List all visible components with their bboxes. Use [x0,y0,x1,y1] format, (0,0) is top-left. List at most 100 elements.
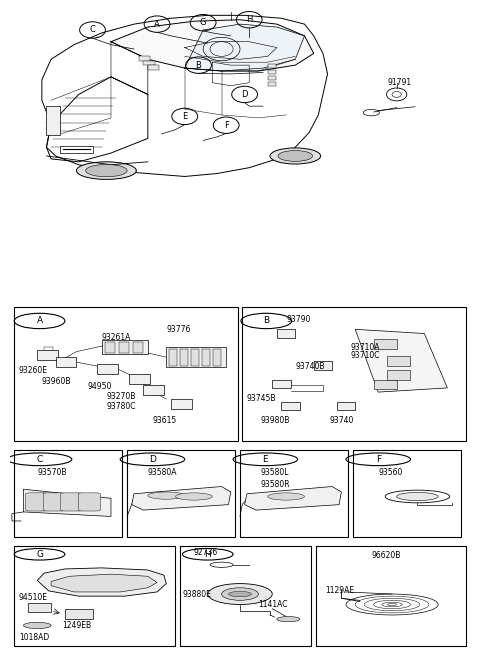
Text: D: D [241,90,248,99]
Text: 1129AE: 1129AE [325,586,354,595]
Text: 94950: 94950 [88,383,112,391]
Polygon shape [355,329,447,392]
Bar [171,399,192,409]
Polygon shape [185,24,304,71]
Circle shape [228,591,252,597]
Text: 93960B: 93960B [42,377,72,386]
Ellipse shape [208,584,272,605]
Bar [337,402,355,410]
Text: B: B [263,316,269,326]
Text: 93880E: 93880E [182,590,211,599]
Text: A: A [154,20,160,29]
Bar [28,603,51,612]
Text: 93580L: 93580L [261,468,289,477]
Ellipse shape [270,148,321,164]
Bar [213,349,221,365]
Ellipse shape [85,164,127,177]
Text: 93740: 93740 [330,416,354,425]
Text: 1141AC: 1141AC [258,600,288,608]
Polygon shape [51,574,157,592]
Bar [65,608,93,619]
Text: G: G [36,550,43,559]
Bar [14,546,176,646]
Text: E: E [182,112,187,121]
Bar [387,356,410,365]
Bar [180,546,312,646]
Bar [168,349,177,365]
Bar [373,339,396,349]
Bar [353,450,461,537]
Bar [268,64,276,68]
Text: 93790: 93790 [286,315,311,324]
Text: 93980B: 93980B [261,416,290,425]
Bar [14,450,122,537]
Bar [166,347,226,367]
Circle shape [148,492,185,499]
Text: C: C [36,455,43,464]
Polygon shape [245,487,341,510]
Bar [143,385,164,395]
Text: 1018AD: 1018AD [19,633,49,642]
Circle shape [277,616,300,622]
Text: 93745B: 93745B [247,394,276,403]
Bar [240,450,348,537]
Bar [127,450,235,537]
Text: 93570B: 93570B [37,468,67,477]
Bar [202,349,210,365]
Text: 93580R: 93580R [261,480,290,489]
Text: 93780C: 93780C [107,402,136,411]
Text: 92736: 92736 [194,548,218,557]
Ellipse shape [222,588,258,601]
Text: 93270B: 93270B [107,392,136,401]
Text: 94510E: 94510E [19,593,48,602]
Text: H: H [204,550,211,559]
Polygon shape [132,487,231,510]
Bar [130,374,150,384]
Polygon shape [111,20,314,71]
Bar [132,342,143,353]
Bar [281,402,300,410]
Circle shape [396,493,438,500]
Text: G: G [200,18,206,27]
FancyBboxPatch shape [26,493,48,511]
Bar [148,65,159,69]
Text: E: E [263,455,268,464]
Text: 93776: 93776 [166,324,191,333]
Ellipse shape [278,151,312,161]
Text: 93710C: 93710C [350,351,380,360]
Bar [277,329,295,338]
Text: 1249EB: 1249EB [62,621,92,630]
Text: 93261A: 93261A [102,333,131,342]
Bar [97,364,118,374]
Text: H: H [246,15,252,24]
Bar [272,379,291,388]
Bar [143,61,155,65]
FancyBboxPatch shape [43,493,65,511]
Bar [56,357,76,367]
Bar [268,70,276,74]
Text: 93560: 93560 [378,468,403,477]
Text: D: D [149,455,156,464]
Text: 93615: 93615 [153,416,177,425]
Bar [180,349,188,365]
FancyBboxPatch shape [78,493,100,511]
Text: 91791: 91791 [387,78,411,87]
Text: 96620B: 96620B [372,551,401,560]
Bar [242,307,466,441]
Bar [119,342,129,353]
Circle shape [268,493,304,500]
Text: F: F [224,121,228,130]
Bar [102,341,148,354]
Polygon shape [37,568,166,596]
Text: C: C [90,26,96,35]
Bar [47,106,60,136]
Bar [373,379,396,389]
Text: F: F [376,455,381,464]
Bar [105,342,115,353]
Circle shape [176,493,212,500]
Bar [191,349,199,365]
FancyBboxPatch shape [61,493,83,511]
Bar [314,362,332,370]
Text: 93740B: 93740B [295,362,325,371]
Text: 93710A: 93710A [350,343,380,352]
